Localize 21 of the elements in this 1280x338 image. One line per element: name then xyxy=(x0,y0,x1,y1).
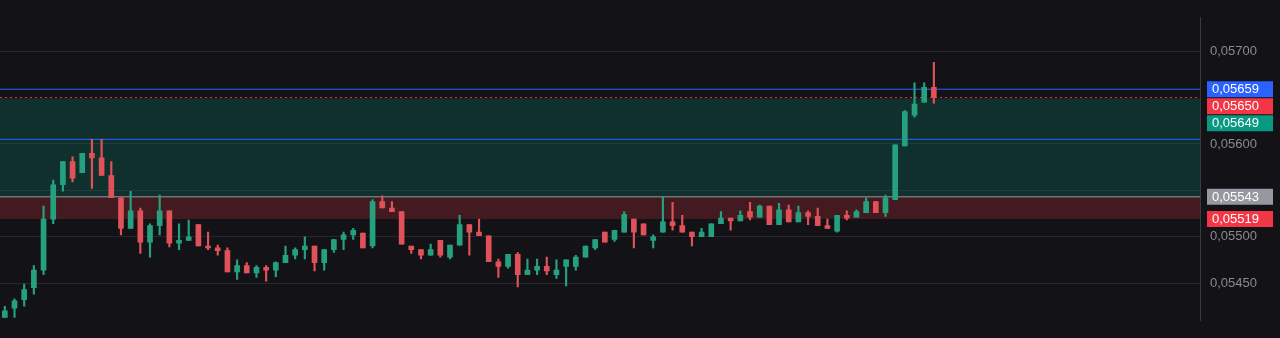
y-tick-label: 0,05700 xyxy=(1210,42,1257,58)
candlestick xyxy=(485,235,492,263)
candlestick xyxy=(360,232,366,249)
candlestick xyxy=(195,224,202,247)
candlestick xyxy=(640,223,647,236)
candlestick xyxy=(892,144,898,200)
candlestick xyxy=(602,231,608,243)
band-label: 0,05649 xyxy=(1212,115,1259,131)
y-tick-label: 0,05500 xyxy=(1210,228,1257,244)
candlestick xyxy=(79,152,86,174)
candlestick xyxy=(398,211,405,245)
candlestick xyxy=(582,245,589,258)
band-label: 0,05519 xyxy=(1212,211,1259,227)
y-tick-label: 0,05600 xyxy=(1210,135,1257,151)
ref-line-label: 0,05650 xyxy=(1212,98,1259,114)
y-tick-label: 0,05450 xyxy=(1210,274,1257,290)
candlestick xyxy=(766,205,773,225)
ref-line-label: 0,05659 xyxy=(1212,81,1259,97)
candlestick xyxy=(872,201,879,213)
candlestick xyxy=(708,223,715,238)
ref-line-label: 0,05543 xyxy=(1212,188,1259,204)
